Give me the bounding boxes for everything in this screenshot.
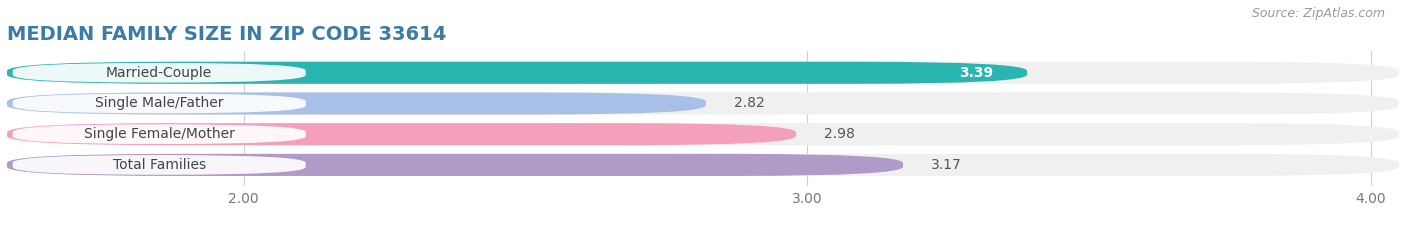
FancyBboxPatch shape: [7, 62, 1026, 84]
FancyBboxPatch shape: [7, 154, 903, 176]
Text: Source: ZipAtlas.com: Source: ZipAtlas.com: [1251, 7, 1385, 20]
FancyBboxPatch shape: [7, 62, 1399, 84]
Text: 3.39: 3.39: [959, 66, 993, 80]
FancyBboxPatch shape: [13, 63, 305, 82]
FancyBboxPatch shape: [7, 93, 1399, 115]
Text: Total Families: Total Families: [112, 158, 205, 172]
Text: MEDIAN FAMILY SIZE IN ZIP CODE 33614: MEDIAN FAMILY SIZE IN ZIP CODE 33614: [7, 25, 447, 44]
FancyBboxPatch shape: [13, 94, 305, 113]
FancyBboxPatch shape: [7, 123, 796, 145]
Text: 2.98: 2.98: [824, 127, 855, 141]
FancyBboxPatch shape: [13, 155, 305, 175]
Text: Single Female/Mother: Single Female/Mother: [84, 127, 235, 141]
FancyBboxPatch shape: [7, 154, 1399, 176]
Text: Single Male/Father: Single Male/Father: [96, 96, 224, 110]
Text: 2.82: 2.82: [734, 96, 765, 110]
FancyBboxPatch shape: [7, 93, 706, 115]
FancyBboxPatch shape: [7, 123, 1399, 145]
Text: Married-Couple: Married-Couple: [105, 66, 212, 80]
Text: 3.17: 3.17: [931, 158, 962, 172]
FancyBboxPatch shape: [13, 124, 305, 144]
